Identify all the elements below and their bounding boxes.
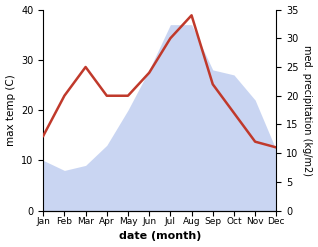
Y-axis label: med. precipitation (kg/m2): med. precipitation (kg/m2) — [302, 45, 313, 176]
X-axis label: date (month): date (month) — [119, 231, 201, 242]
Y-axis label: max temp (C): max temp (C) — [5, 74, 16, 146]
